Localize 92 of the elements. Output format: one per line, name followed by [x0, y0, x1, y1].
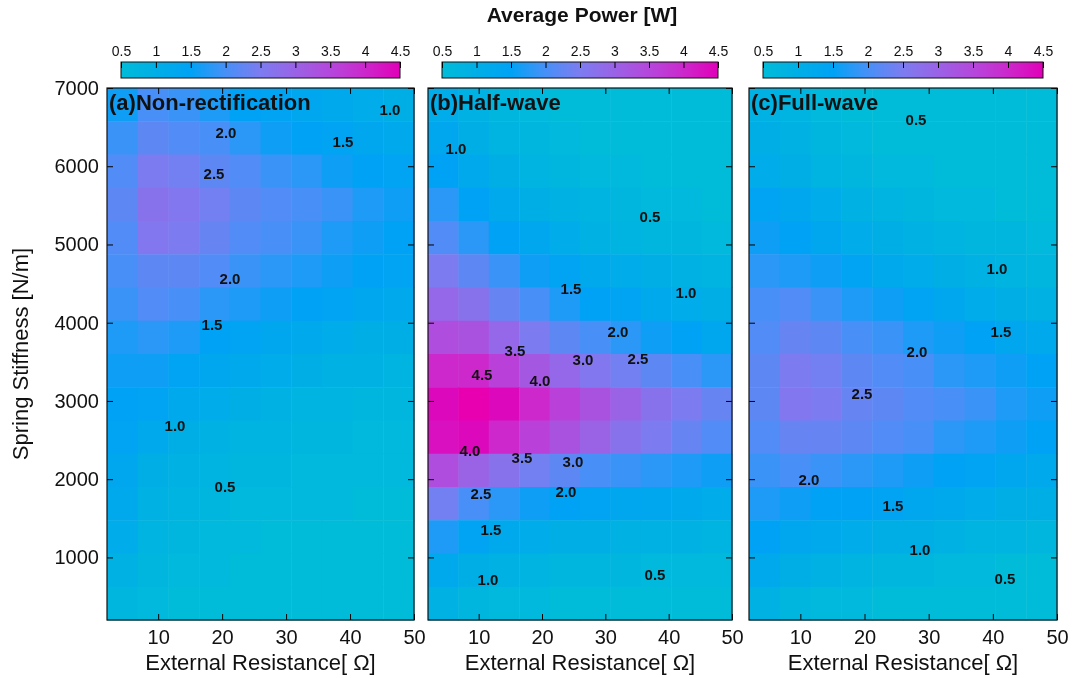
annotation: 4.0: [529, 371, 551, 389]
color-bar-label: 2.5: [893, 43, 914, 59]
annotation: 2.5: [470, 484, 492, 502]
annotation: 2.0: [555, 482, 577, 500]
annotation: 0.5: [644, 565, 666, 583]
x-tick-label: 50: [1046, 626, 1069, 649]
annotation: 1.0: [909, 540, 931, 558]
x-tick-label: 30: [594, 626, 617, 649]
annotation: 4.5: [471, 365, 493, 383]
y-tick-label: 3000: [54, 389, 99, 412]
x-tick-label: 50: [721, 626, 744, 649]
annotation: 1.5: [332, 132, 354, 150]
color-bar-title: Average Power [W]: [486, 3, 678, 26]
chart-title: (c)Full-wave: [751, 90, 879, 115]
annotation: 3.0: [562, 452, 584, 470]
annotation: 1.0: [445, 139, 467, 157]
annotation: 0.5: [994, 569, 1016, 587]
color-bar-label: 1: [152, 43, 161, 59]
color-bar-label: 0.5: [432, 43, 453, 59]
annotation: 3.5: [504, 341, 526, 359]
color-bar-label: 2.5: [251, 43, 271, 59]
annotation: 1.0: [675, 283, 697, 301]
x-tick-label: 40: [982, 626, 1005, 649]
color-bar-label: 3: [934, 43, 943, 59]
x-tick-label: 40: [658, 626, 681, 649]
x-tick-label: 30: [918, 626, 941, 649]
annotation: 0.5: [214, 477, 236, 495]
color-bar-label: 3: [291, 43, 300, 59]
annotation: 2.0: [798, 470, 820, 488]
color-bar-label: 2: [864, 43, 873, 59]
annotation: 1.5: [560, 279, 582, 297]
x-tick-label: 40: [339, 626, 362, 649]
annotation: 2.0: [215, 123, 237, 141]
x-tick-label: 50: [403, 626, 426, 649]
x-tick-label: 10: [468, 626, 491, 649]
color-bar-label: 2.5: [570, 43, 591, 59]
chart-title: (a)Non-rectification: [109, 90, 311, 115]
color-bar-label: 2: [222, 43, 231, 59]
x-tick-label: 10: [789, 626, 812, 649]
x-tick-label: 10: [147, 626, 170, 649]
color-bar-label: 4.5: [1033, 43, 1054, 59]
x-axis-title: External Resistance[ Ω]: [787, 650, 1019, 675]
color-bar-label: 3.5: [963, 43, 984, 59]
x-tick-label: 20: [853, 626, 877, 649]
color-bar-label: 2: [542, 43, 551, 59]
annotation: 0.5: [639, 207, 661, 225]
color-bar-label: 3.5: [321, 43, 341, 59]
x-axis-title: External Resistance[ Ω]: [464, 650, 696, 675]
annotation: 3.5: [511, 448, 533, 466]
annotation: 2.0: [906, 342, 928, 360]
annotation: 1.5: [990, 322, 1012, 340]
annotation: 2.0: [607, 322, 629, 340]
annotation: 1.0: [477, 570, 499, 588]
y-tick-label: 6000: [54, 155, 99, 178]
color-bar-label: 4: [361, 43, 370, 59]
x-tick-label: 30: [275, 626, 298, 649]
x-tick-label: 20: [211, 626, 234, 649]
color-bar-label: 4.5: [390, 43, 411, 59]
annotation: 1.0: [379, 100, 401, 118]
annotation: 3.0: [572, 350, 594, 368]
annotation: 2.5: [627, 349, 649, 367]
y-axis-title: Spring Stiffness [N/m]: [8, 247, 33, 461]
color-bar-label: 3.5: [639, 43, 660, 59]
annotation: 1.5: [201, 315, 223, 333]
color-bar-label: 4: [1004, 43, 1013, 59]
annotation: 1.5: [480, 520, 502, 538]
y-tick-label: 5000: [54, 233, 99, 256]
color-bar-label: 0.5: [753, 43, 774, 59]
color-bar-label: 1: [473, 43, 482, 59]
color-bar-label: 0.5: [111, 43, 132, 59]
color-bar-label: 1.5: [181, 43, 202, 59]
color-bar-label: 1.5: [501, 43, 522, 59]
y-tick-label: 7000: [54, 76, 99, 99]
y-tick-label: 4000: [54, 311, 99, 334]
y-tick-label: 1000: [54, 546, 99, 569]
annotation: 1.0: [986, 259, 1008, 277]
annotation: 2.5: [851, 384, 873, 402]
annotation: 0.5: [905, 110, 927, 128]
annotation: 1.0: [164, 416, 186, 434]
color-bar-label: 1.5: [823, 43, 844, 59]
x-tick-label: 20: [531, 626, 554, 649]
color-bar-label: 1: [794, 43, 803, 59]
annotation: 2.0: [219, 269, 241, 287]
y-tick-label: 2000: [54, 468, 99, 491]
color-bar-label: 4: [680, 43, 689, 59]
color-bar-label: 4.5: [708, 43, 729, 59]
x-axis-title: External Resistance[ Ω]: [145, 650, 376, 675]
color-bar-label: 3: [611, 43, 620, 59]
annotation: 4.0: [459, 441, 481, 459]
annotation: 1.5: [882, 496, 904, 514]
annotation: 2.5: [203, 164, 225, 182]
chart-title: (b)Half-wave: [430, 90, 561, 115]
